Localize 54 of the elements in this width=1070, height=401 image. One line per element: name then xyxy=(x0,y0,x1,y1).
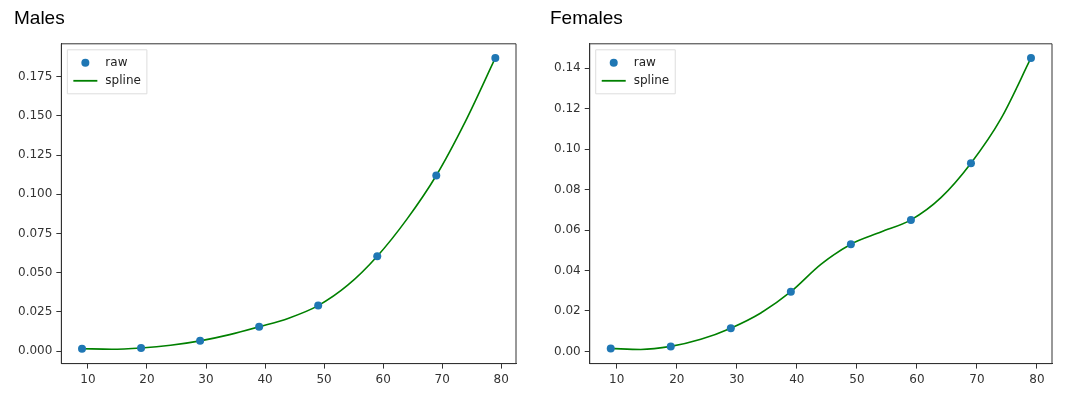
y-tick-label: 0.100 xyxy=(17,186,53,201)
x-tick-label: 50 xyxy=(316,371,332,386)
y-tick-label: 0.12 xyxy=(554,100,581,115)
x-tick-label: 40 xyxy=(257,371,273,386)
y-tick-label: 0.04 xyxy=(554,262,581,277)
point xyxy=(666,342,675,351)
y-tick-label: 0.10 xyxy=(554,141,581,156)
y-tick-label: 0.06 xyxy=(554,222,581,237)
point xyxy=(314,301,323,310)
y-tick-label: 0.075 xyxy=(17,225,53,240)
legend-label: spline xyxy=(105,72,141,87)
x-tick-label: 10 xyxy=(609,371,625,386)
x-tick-label: 80 xyxy=(1029,371,1045,386)
y-tick-label: 0.02 xyxy=(554,303,581,318)
x-tick-label: 50 xyxy=(849,371,865,386)
legend-label: spline xyxy=(633,72,670,87)
x-tick-label: 30 xyxy=(729,371,745,386)
y-tick-label: 0.050 xyxy=(17,264,53,279)
y-tick-label: 0.150 xyxy=(17,108,53,123)
point xyxy=(373,252,382,261)
x-tick-label: 20 xyxy=(669,371,685,386)
point xyxy=(1026,53,1035,62)
chart-title: Females xyxy=(550,6,623,28)
point xyxy=(432,171,441,180)
point xyxy=(726,324,735,333)
point xyxy=(491,53,500,62)
point xyxy=(255,322,264,331)
legend-label: raw xyxy=(105,54,128,69)
chart-title: Males xyxy=(14,6,65,28)
point xyxy=(137,343,146,352)
x-tick-label: 70 xyxy=(969,371,985,386)
y-tick-label: 0.08 xyxy=(554,181,581,196)
x-tick-label: 10 xyxy=(80,371,96,386)
point xyxy=(786,287,795,296)
x-tick-label: 60 xyxy=(909,371,925,386)
y-tick-label: 0.00 xyxy=(554,343,581,358)
x-tick-label: 40 xyxy=(789,371,805,386)
point xyxy=(906,215,915,224)
y-tick-label: 0.125 xyxy=(17,147,53,162)
point xyxy=(78,344,87,353)
x-tick-label: 20 xyxy=(139,371,155,386)
y-tick-label: 0.175 xyxy=(17,68,53,83)
point xyxy=(196,336,205,345)
point xyxy=(966,159,975,168)
legend-label: raw xyxy=(633,54,657,69)
x-tick-label: 60 xyxy=(375,371,391,386)
point xyxy=(606,344,615,353)
point xyxy=(846,240,855,249)
y-tick-label: 0.14 xyxy=(554,60,581,75)
x-tick-label: 70 xyxy=(434,371,450,386)
x-tick-label: 80 xyxy=(493,371,509,386)
x-tick-label: 30 xyxy=(198,371,214,386)
y-tick-label: 0.025 xyxy=(17,303,53,318)
y-tick-label: 0.000 xyxy=(17,343,53,358)
